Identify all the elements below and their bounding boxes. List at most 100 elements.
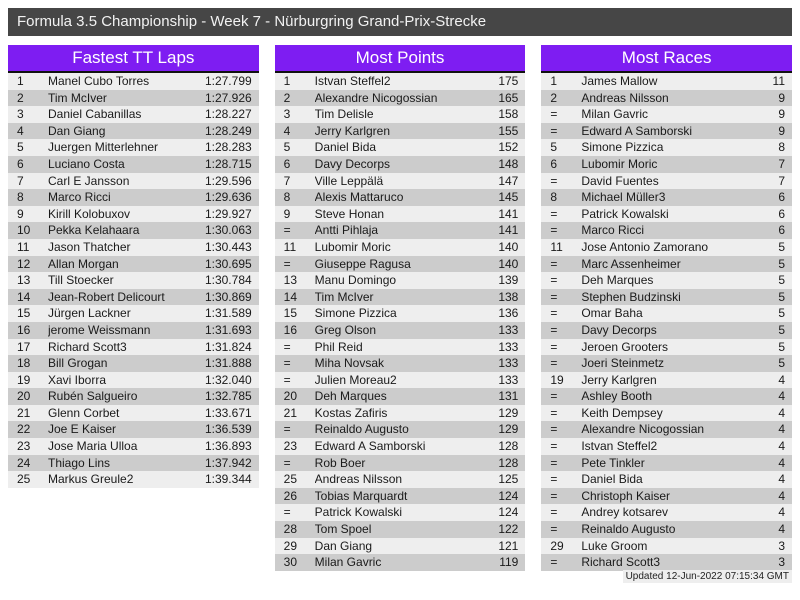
driver-name-cell: Michael Müller3: [581, 190, 666, 205]
driver-name-cell: Ville Leppälä: [314, 173, 384, 188]
value-cell: 5: [778, 306, 786, 321]
value-cell: 1:31.589: [204, 306, 252, 321]
driver-name-cell: Greg Olson: [314, 322, 377, 337]
table-row: 8 Marco Ricci 1:29.636: [8, 189, 259, 206]
driver-name-cell: Edward A Samborski: [581, 123, 693, 138]
rank-cell: =: [550, 223, 558, 238]
driver-name-cell: Thiago Lins: [48, 455, 111, 470]
rank-cell: =: [550, 356, 558, 371]
table-row: = Keith Dempsey 4: [541, 404, 793, 422]
rank-cell: 19: [550, 372, 564, 387]
table-row: 2 Andreas Nilsson 9: [541, 89, 793, 107]
rank-cell: 14: [283, 289, 298, 304]
driver-name-cell: Omar Baha: [581, 306, 643, 321]
table-body: 1 James Mallow 11 2 Andreas Nilsson 9 = Milan G…: [541, 73, 793, 571]
value-cell: 131: [498, 389, 519, 404]
rank-cell: 24: [17, 455, 31, 470]
table-row: 21 Glenn Corbet 1:33.671: [8, 404, 259, 422]
rank-cell: 30: [283, 555, 298, 570]
value-cell: 145: [498, 190, 519, 205]
table-row: = Pete Tinkler 4: [541, 454, 793, 472]
rank-cell: 6: [17, 156, 24, 171]
driver-name-cell: Davy Decorps: [581, 322, 657, 337]
rank-cell: 22: [17, 422, 31, 437]
rank-cell: 2: [17, 90, 24, 105]
value-cell: 158: [498, 107, 519, 122]
driver-name-cell: Christoph Kaiser: [581, 488, 671, 503]
rank-cell: 5: [17, 140, 24, 155]
rank-cell: 21: [17, 405, 31, 420]
rank-cell: =: [283, 422, 291, 437]
value-cell: 1:37.942: [204, 455, 252, 470]
value-cell: 1:31.824: [204, 339, 252, 354]
driver-name-cell: Alexis Mattaruco: [314, 190, 404, 205]
table-row: = Antti Pihlaja 141: [274, 222, 526, 239]
driver-name-cell: Kirill Kolobuxov: [48, 206, 131, 221]
table-row: 5 Juergen Mitterlehner 1:28.283: [8, 139, 259, 156]
rank-cell: 26: [283, 488, 298, 503]
driver-name-cell: David Fuentes: [581, 173, 659, 188]
driver-name-cell: Marco Ricci: [581, 223, 645, 238]
driver-name-cell: Milan Gavric: [314, 555, 382, 570]
rank-cell: =: [550, 389, 558, 404]
driver-name-cell: Reinaldo Augusto: [581, 522, 676, 537]
driver-name-cell: Jerry Karlgren: [314, 123, 391, 138]
driver-name-cell: Andrey kotsarev: [581, 505, 669, 520]
rank-cell: 3: [17, 107, 24, 122]
value-cell: 165: [498, 90, 519, 105]
driver-name-cell: Miha Novsak: [314, 356, 385, 371]
rank-cell: 16: [283, 322, 298, 337]
rank-cell: 15: [17, 306, 31, 321]
driver-name-cell: Giuseppe Ragusa: [314, 256, 411, 271]
value-cell: 128: [498, 455, 519, 470]
table-row: 17 Richard Scott3 1:31.824: [8, 338, 259, 356]
table-row: 12 Allan Morgan 1:30.695: [8, 255, 259, 273]
driver-name-cell: Joeri Steinmetz: [581, 356, 665, 371]
value-cell: 129: [498, 405, 519, 420]
rank-cell: 2: [283, 90, 291, 105]
table-row: = Andrey kotsarev 4: [541, 504, 793, 522]
value-cell: 119: [499, 555, 519, 570]
rank-cell: 6: [283, 156, 291, 171]
table-row: 9 Steve Honan 141: [274, 205, 526, 223]
value-cell: 4: [778, 422, 786, 437]
table-row: 1 Istvan Steffel2 175: [274, 73, 526, 90]
table-row: = Istvan Steffel2 4: [541, 438, 793, 455]
driver-name-cell: Richard Scott3: [581, 555, 661, 570]
table-row: 16 Greg Olson 133: [274, 321, 526, 339]
rank-cell: 8: [550, 190, 558, 205]
driver-name-cell: James Mallow: [581, 74, 658, 88]
rank-cell: =: [283, 256, 291, 271]
table-row: 24 Thiago Lins 1:37.942: [8, 454, 259, 472]
table-row: 25 Markus Greule2 1:39.344: [8, 471, 259, 488]
value-cell: 155: [498, 123, 519, 138]
driver-name-cell: Carl E Jansson: [48, 173, 130, 188]
value-cell: 121: [498, 538, 519, 553]
value-cell: 7: [778, 173, 786, 188]
rank-cell: 14: [17, 289, 31, 304]
table-row: 13 Manu Domingo 139: [274, 272, 526, 289]
table-row: = Marc Assenheimer 5: [541, 255, 793, 273]
value-cell: 1:33.671: [204, 405, 252, 420]
leaderboard-most-races: Most Races 1 James Mallow 11 2 Andreas Nilss…: [541, 45, 793, 571]
driver-name-cell: Jeroen Grooters: [581, 339, 669, 354]
table-row: = Joeri Steinmetz 5: [541, 355, 793, 372]
driver-name-cell: Luciano Costa: [48, 156, 125, 171]
value-cell: 9: [778, 123, 786, 138]
value-cell: 1:28.249: [204, 123, 252, 138]
rank-cell: 16: [17, 322, 31, 337]
value-cell: 133: [498, 339, 519, 354]
driver-name-cell: Ashley Booth: [581, 389, 653, 404]
value-cell: 1:36.539: [204, 422, 252, 437]
table-row: 20 Rubén Salgueiro 1:32.785: [8, 388, 259, 405]
table-row: 5 Simone Pizzica 8: [541, 139, 793, 156]
driver-name-cell: Glenn Corbet: [48, 405, 120, 420]
value-cell: 133: [498, 322, 519, 337]
value-cell: 1:31.888: [204, 356, 252, 371]
table-row: 7 Carl E Jansson 1:29.596: [8, 172, 259, 190]
driver-name-cell: Luke Groom: [581, 538, 648, 553]
table-row: = Christoph Kaiser 4: [541, 487, 793, 505]
table-row: = Patrick Kowalski 124: [274, 504, 526, 522]
table-row: 15 Jürgen Lackner 1:31.589: [8, 305, 259, 322]
driver-name-cell: Rubén Salgueiro: [48, 389, 138, 404]
